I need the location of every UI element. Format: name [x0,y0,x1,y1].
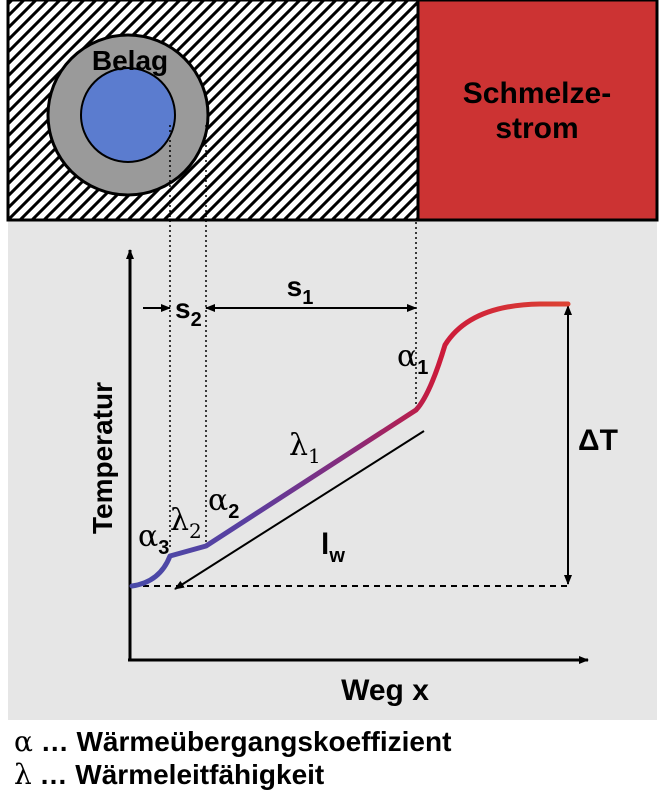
coating-label: Belag [92,45,168,76]
melt-stream-block [416,0,659,222]
delta-t-label: ΔT [578,424,618,457]
x-axis-label: Weg x [341,674,429,707]
melt-stream-label-line1: Schmelze- [463,77,611,110]
lw-arrow [174,430,425,590]
alpha2-label: α2 [208,483,239,523]
dimension-s1-label: s1 [287,271,314,309]
lambda1-label: λ1 [289,428,321,468]
dimension-s2-label: s2 [175,293,202,331]
legend-alpha: α … Wärmeübergangskoeffizient [14,725,451,758]
legend-lambda: λ … Wärmeleitfähigkeit [14,758,324,791]
melt-stream-label-line2: strom [495,112,578,145]
temperature-curve [129,301,571,589]
alpha3-label: α3 [138,519,169,559]
y-axis-label: Temperatur [87,382,118,534]
lambda2-label: λ2 [170,503,202,543]
alpha1-label: α1 [397,339,428,379]
pipe-circle [80,67,176,163]
lw-label: lw [321,528,345,567]
